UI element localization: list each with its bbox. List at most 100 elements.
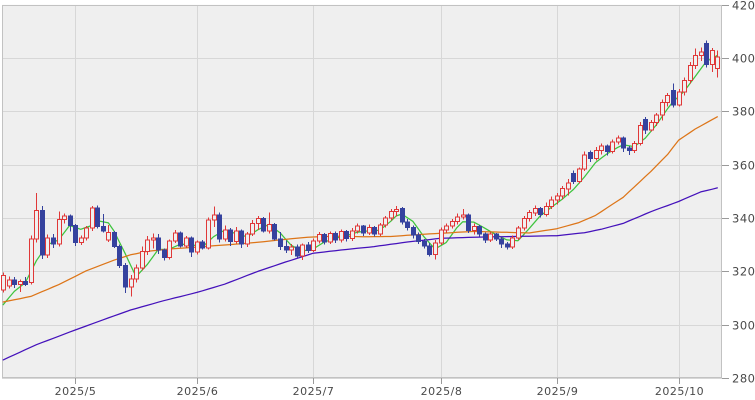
candle-down	[400, 206, 405, 225]
candle-up	[267, 212, 272, 234]
candle-up	[289, 244, 294, 255]
candle-up	[256, 215, 261, 230]
candle-down	[73, 223, 78, 246]
candle-down	[12, 277, 17, 288]
candle-up	[84, 226, 89, 241]
candle-up	[34, 193, 39, 243]
candle-down	[261, 217, 266, 233]
candle-body	[461, 214, 466, 218]
candle-body	[427, 245, 432, 255]
candle-up	[566, 179, 571, 196]
candle-body	[12, 279, 17, 286]
candle-body	[333, 233, 338, 241]
candle-body	[101, 226, 106, 232]
candle-body	[355, 225, 360, 232]
candle-down	[322, 233, 327, 245]
candle-body	[372, 227, 377, 235]
candle-body	[367, 227, 372, 234]
candle-down	[189, 236, 194, 257]
candle-body	[477, 226, 482, 235]
x-axis-label: 2025/7	[293, 385, 335, 398]
candle-up	[699, 47, 704, 61]
candle-up	[455, 213, 460, 225]
candle-body	[156, 237, 161, 251]
candle-up	[433, 239, 438, 260]
candle-up	[184, 236, 189, 248]
candle-down	[643, 116, 648, 134]
y-axis-label: 3800	[732, 105, 755, 119]
candle-body	[588, 152, 593, 159]
candle-up	[140, 246, 145, 271]
x-axis-label: 2025/9	[537, 385, 579, 398]
candle-down	[51, 234, 56, 248]
candle-up	[560, 186, 565, 200]
plot-area	[2, 4, 722, 379]
candle-body	[206, 219, 211, 249]
candle-body	[18, 281, 23, 286]
candle-down	[101, 214, 106, 233]
candle-up	[212, 206, 217, 228]
candle-body	[610, 141, 615, 152]
candle-up	[549, 196, 554, 209]
candle-down	[422, 238, 427, 249]
candle-up	[350, 228, 355, 241]
candle-down	[538, 206, 543, 218]
candle-up	[79, 235, 84, 246]
candle-down	[112, 230, 117, 248]
candle-down	[344, 229, 349, 242]
candle-down	[627, 146, 632, 156]
candle-body	[317, 234, 322, 242]
candle-body	[112, 232, 117, 247]
candle-body	[339, 230, 344, 241]
candle-body	[483, 233, 488, 241]
candle-up	[367, 224, 372, 236]
candle-body	[638, 124, 643, 144]
candle-body	[715, 56, 720, 70]
candle-body	[632, 142, 637, 151]
candle-body	[90, 207, 95, 229]
candle-body	[710, 50, 715, 66]
candle-body	[704, 43, 709, 65]
candle-down	[477, 225, 482, 237]
candle-body	[68, 215, 73, 226]
candle-body	[212, 214, 217, 221]
candle-down	[466, 213, 471, 233]
candle-up	[632, 140, 637, 153]
candle-down	[68, 214, 73, 232]
candle-body	[234, 230, 239, 243]
candle-down	[217, 212, 222, 243]
candle-body	[472, 226, 477, 231]
candle-up	[7, 276, 12, 289]
candle-up	[45, 234, 50, 258]
candle-up	[106, 225, 111, 242]
candle-up	[389, 209, 394, 221]
candle-down	[588, 150, 593, 163]
candle-down	[416, 232, 421, 245]
candle-up	[654, 113, 659, 126]
candle-up	[516, 226, 521, 240]
candle-up	[234, 227, 239, 244]
candle-body	[688, 65, 693, 81]
y-axis-label: 4000	[732, 52, 755, 66]
candle-down	[200, 239, 205, 250]
candle-up	[616, 135, 621, 145]
candle-body	[228, 229, 233, 243]
candle-down	[40, 205, 45, 260]
candle-down	[494, 233, 499, 241]
candle-body	[261, 218, 266, 232]
candle-body	[34, 210, 39, 240]
candle-body	[671, 90, 676, 106]
candle-down	[333, 231, 338, 244]
candle-up	[544, 202, 549, 217]
x-axis-label: 2025/6	[177, 385, 219, 398]
candle-down	[228, 228, 233, 246]
candle-body	[544, 205, 549, 215]
candle-up	[555, 193, 560, 205]
candle-body	[344, 230, 349, 239]
y-axis-label: 3600	[732, 159, 755, 173]
candle-body	[189, 237, 194, 253]
x-axis-label: 2025/10	[655, 385, 704, 398]
candle-down	[178, 231, 183, 248]
candle-body	[79, 237, 84, 244]
